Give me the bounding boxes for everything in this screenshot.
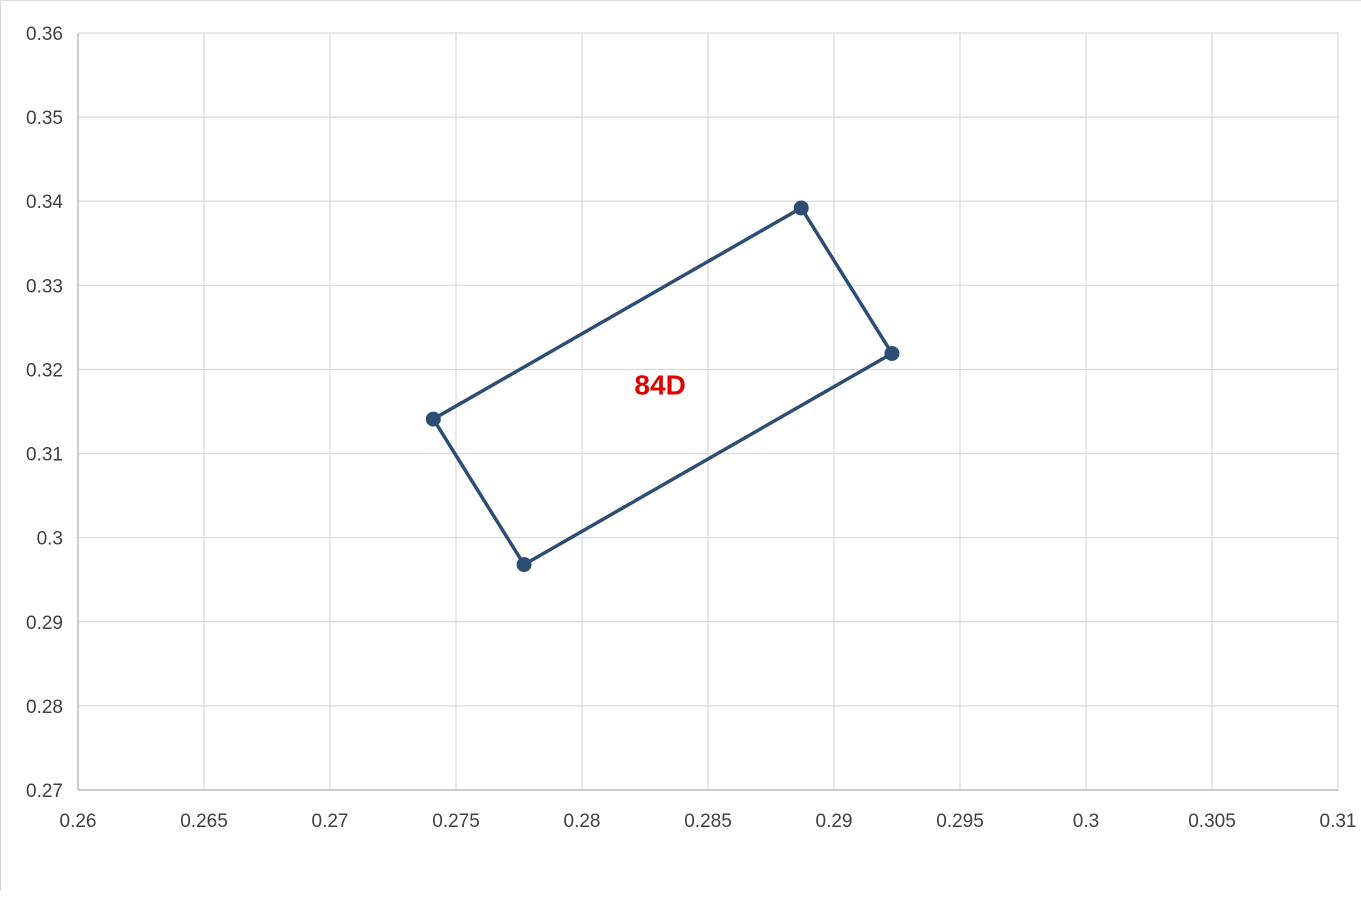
x-tick-label: 0.285 (684, 811, 732, 832)
x-tick-label: 0.295 (936, 811, 984, 832)
y-axis-ticks: 0.27 0.28 0.29 0.3 0.31 0.32 0.33 0.34 0.35 0.36 (26, 24, 63, 802)
x-axis-ticks: 0.26 0.265 0.27 0.275 0.28 0.285 0.29 0.295 0.3 0… (60, 811, 1357, 832)
x-tick-label: 0.305 (1188, 811, 1236, 832)
y-tick-label: 0.36 (26, 24, 63, 45)
y-tick-label: 0.31 (26, 445, 63, 466)
y-tick-label: 0.35 (26, 108, 63, 129)
x-tick-label: 0.275 (432, 811, 480, 832)
annotation-label: 84D (634, 370, 685, 401)
y-tick-label: 0.3 (37, 529, 63, 550)
series-line-segment (522, 351, 894, 567)
y-tick-label: 0.28 (26, 697, 63, 718)
y-tick-label: 0.34 (26, 192, 63, 213)
x-tick-label: 0.265 (180, 811, 228, 832)
x-tick-label: 0.27 (312, 811, 349, 832)
series-group (425, 200, 900, 573)
x-tick-label: 0.26 (60, 811, 97, 832)
x-tick-label: 0.29 (816, 811, 853, 832)
y-tick-label: 0.29 (26, 613, 63, 634)
series-line-segment (431, 417, 526, 567)
y-tick-label: 0.33 (26, 276, 63, 297)
data-point (884, 345, 900, 361)
y-tick-label: 0.32 (26, 360, 63, 381)
data-point (793, 200, 809, 216)
series-line-segment (799, 206, 894, 356)
y-tick-label: 0.27 (26, 781, 63, 802)
x-tick-label: 0.3 (1073, 811, 1099, 832)
annotations: 84D (634, 370, 685, 401)
grid (77, 32, 1339, 791)
data-point (425, 411, 441, 427)
x-tick-label: 0.28 (564, 811, 601, 832)
x-tick-label: 0.31 (1320, 811, 1357, 832)
axes (77, 33, 1338, 791)
data-point (516, 557, 532, 573)
series-line-segment (431, 206, 803, 421)
